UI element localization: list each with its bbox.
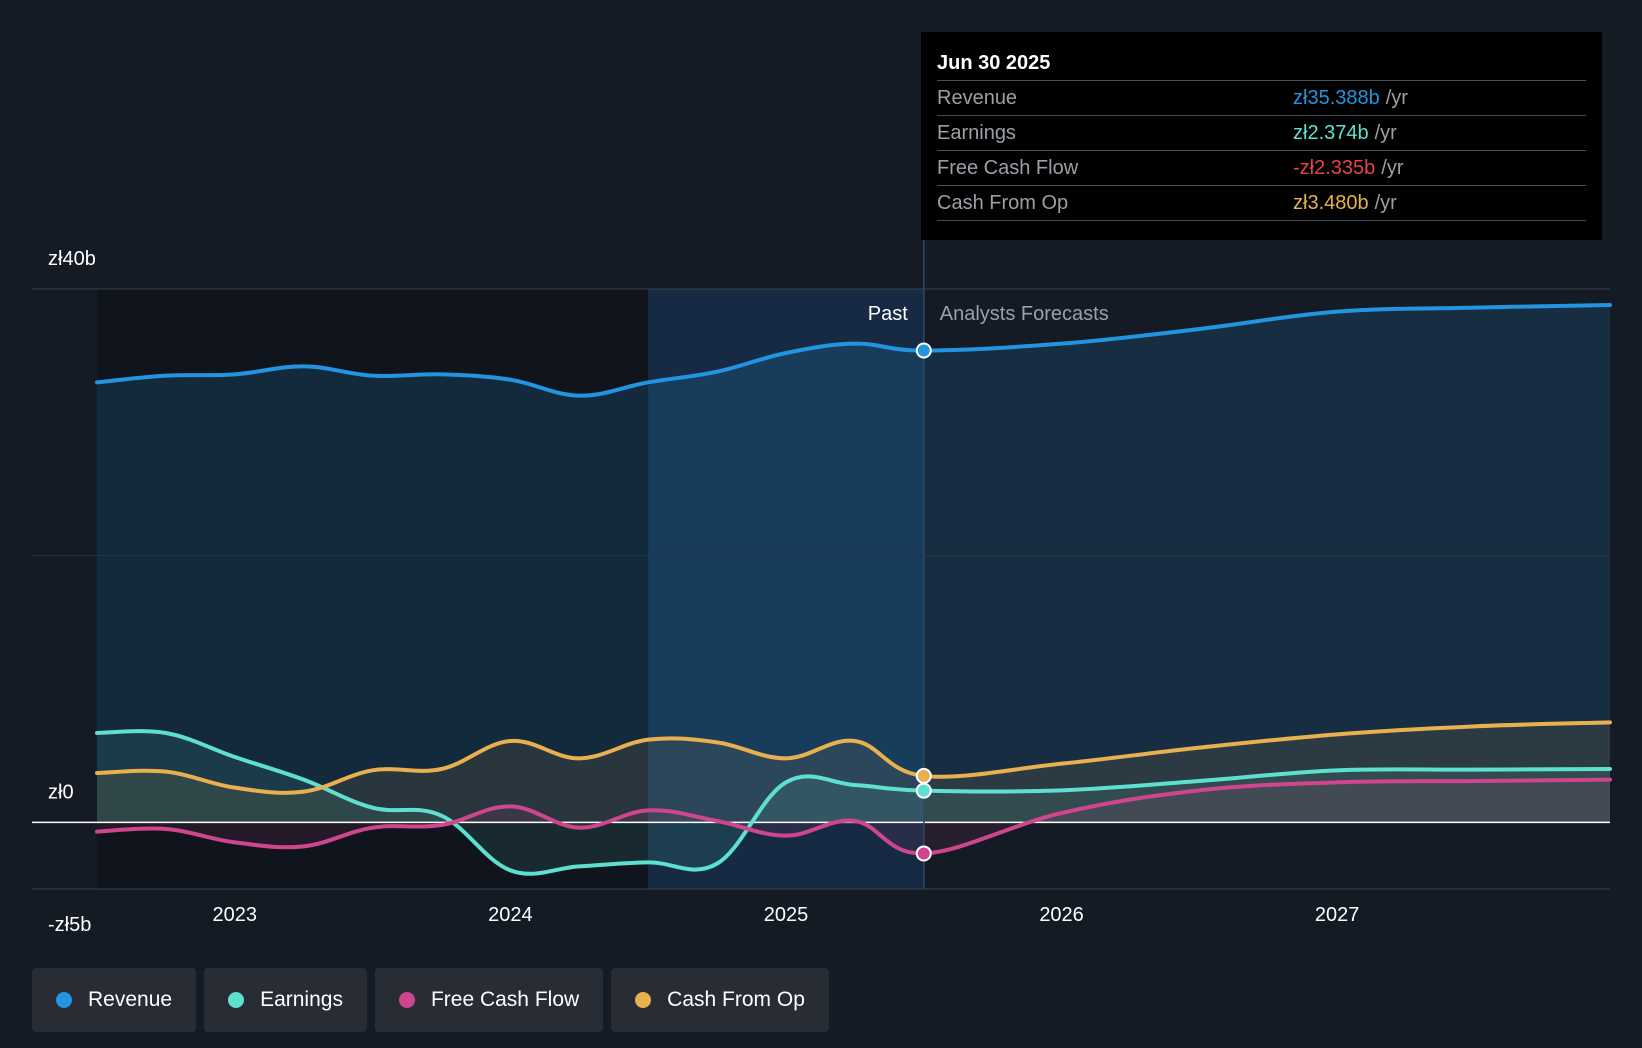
legend-label: Revenue bbox=[88, 988, 173, 1011]
chart-legend: Revenue Earnings Free Cash Flow Cash From O… bbox=[32, 968, 829, 1032]
tooltip-series-name: Cash From Op bbox=[937, 192, 1069, 214]
tooltip-series-name: Revenue bbox=[937, 87, 1018, 109]
tooltip-series-value: zł3.480b bbox=[1293, 192, 1369, 214]
legend-item-earnings[interactable]: Earnings bbox=[204, 968, 367, 1032]
x-tick-label: 2025 bbox=[764, 904, 809, 926]
legend-dot-icon bbox=[56, 992, 72, 1008]
x-tick-label: 2023 bbox=[213, 904, 258, 926]
past-label: Past bbox=[868, 303, 908, 325]
tooltip-series-value: zł35.388b bbox=[1293, 87, 1380, 109]
legend-label: Cash From Op bbox=[667, 988, 805, 1011]
tooltip-row: Free Cash Flow -zł2.335b/yr bbox=[937, 150, 1586, 185]
tooltip-date: Jun 30 2025 bbox=[937, 52, 1051, 74]
legend-dot-icon bbox=[228, 992, 245, 1008]
legend-dot-icon bbox=[635, 992, 652, 1008]
marker-free-cash-flow[interactable] bbox=[915, 845, 932, 862]
y-tick-label: zł40b bbox=[48, 248, 96, 270]
tooltip-series-name: Free Cash Flow bbox=[937, 157, 1079, 179]
tooltip-series-value: zł2.374b bbox=[1293, 122, 1369, 144]
legend-label: Free Cash Flow bbox=[430, 988, 580, 1011]
series-area-revenue bbox=[97, 305, 1610, 823]
x-tick-label: 2024 bbox=[488, 904, 533, 926]
x-tick-label: 2027 bbox=[1315, 904, 1360, 926]
series-line-revenue[interactable] bbox=[95, 303, 1612, 398]
legend-item-revenue[interactable]: Revenue bbox=[32, 968, 197, 1032]
tooltip-unit: /yr bbox=[1374, 192, 1397, 214]
tooltip-panel: Jun 30 2025 Revenue zł35.388b/yr Earnings z… bbox=[921, 32, 1602, 240]
tooltip-unit: /yr bbox=[1374, 122, 1397, 144]
legend-item-cash-from-op[interactable]: Cash From Op bbox=[611, 968, 829, 1032]
series-line-earnings[interactable] bbox=[95, 729, 1612, 876]
y-tick-label: zł0 bbox=[48, 781, 74, 803]
series-area-free-cash-flow bbox=[97, 779, 1610, 854]
tooltip-row: Cash From Op zł3.480b/yr bbox=[937, 185, 1586, 221]
tooltip-series-value: -zł2.335b bbox=[1293, 157, 1376, 179]
series-line-free-cash-flow[interactable] bbox=[95, 777, 1612, 856]
y-tick-label: -zł5b bbox=[48, 914, 91, 936]
marker-cash-from-op[interactable] bbox=[915, 767, 932, 784]
series-line-cash-from-op[interactable] bbox=[95, 720, 1612, 795]
series-area-earnings bbox=[97, 731, 1610, 874]
legend-label: Earnings bbox=[260, 988, 343, 1011]
x-tick-label: 2026 bbox=[1039, 904, 1084, 926]
tooltip-unit: /yr bbox=[1385, 87, 1408, 109]
marker-earnings[interactable] bbox=[915, 782, 932, 799]
series-area-cash-from-op bbox=[97, 722, 1610, 823]
tooltip-unit: /yr bbox=[1381, 157, 1404, 179]
marker-revenue[interactable] bbox=[915, 342, 932, 359]
tooltip-series-name: Earnings bbox=[937, 122, 1016, 144]
tooltip-row: Earnings zł2.374b/yr bbox=[937, 115, 1586, 150]
tooltip-row: Revenue zł35.388b/yr bbox=[937, 80, 1586, 115]
legend-item-free-cash-flow[interactable]: Free Cash Flow bbox=[374, 968, 604, 1032]
forecast-label: Analysts Forecasts bbox=[940, 303, 1109, 325]
legend-dot-icon bbox=[398, 992, 415, 1008]
